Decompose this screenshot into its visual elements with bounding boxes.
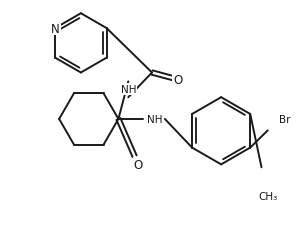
Text: O: O [173,74,182,86]
Text: N: N [51,22,60,35]
Text: NH: NH [121,85,136,95]
Text: O: O [133,158,143,171]
Text: CH₃: CH₃ [258,191,277,201]
Text: Br: Br [279,114,291,124]
Text: NH: NH [147,114,163,124]
